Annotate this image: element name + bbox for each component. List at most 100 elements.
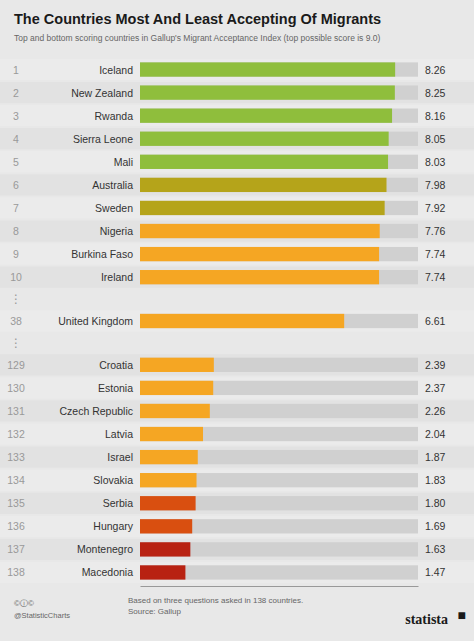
data-label: 8.25 [425,87,446,99]
bar [140,132,389,146]
data-label: 8.16 [425,110,446,122]
bar [140,178,386,192]
x-axis-line [141,586,419,587]
bar-track [140,358,418,372]
bar [140,314,344,328]
bar-track [140,450,418,464]
bar [140,427,203,441]
category-label: Iceland [99,64,133,76]
x-axis [141,586,419,587]
row-background [0,105,474,126]
data-label: 8.05 [425,133,446,145]
bar-track [140,62,418,76]
category-label: Sierra Leone [73,133,133,145]
background [0,0,474,641]
row-background [0,423,474,444]
rank-label: 133 [7,451,25,463]
rank-label: 7 [13,202,19,214]
bars [140,62,418,579]
data-label: 6.61 [425,315,446,327]
data-label: 8.03 [425,156,446,168]
rank-label: 6 [13,179,19,191]
category-label: Serbia [103,497,134,509]
category-label: Estonia [98,382,133,394]
bar-track [140,109,418,123]
data-label: 1.87 [425,451,446,463]
row-background [0,128,474,149]
row-background [0,562,474,583]
bar-track [140,270,418,284]
rank-label: 135 [7,497,25,509]
rank-label: 137 [7,543,25,555]
category-label: Croatia [99,359,133,371]
category-label: Mali [114,156,133,168]
bar [140,381,213,395]
data-label: 1.83 [425,474,446,486]
category-label: New Zealand [71,87,133,99]
rank-label: 138 [7,566,25,578]
rank-label: 2 [13,87,19,99]
category-label: Ireland [101,271,133,283]
brand: statista [405,612,448,627]
rank-label: 4 [13,133,19,145]
bar [140,224,380,238]
bar-track [140,178,418,192]
category-label: Burkina Faso [71,248,133,260]
row-background [0,354,474,375]
category-label: Montenegro [77,543,133,555]
bar [140,519,192,533]
rank-label: 3 [13,110,19,122]
bar-track [140,519,418,533]
bar [140,358,214,372]
bar-track [140,224,418,238]
bar-track [140,201,418,215]
bar [140,496,196,510]
data-label: 2.37 [425,382,446,394]
rank-label: 130 [7,382,25,394]
bar-track [140,427,418,441]
rank-label: 5 [13,156,19,168]
bar [140,542,190,556]
bar-track [140,155,418,169]
bar [140,201,385,215]
bar-track [140,496,418,510]
row-background [0,59,474,80]
data-label: 2.39 [425,359,446,371]
category-label: Sweden [95,202,133,214]
rank-label: 132 [7,428,25,440]
data-label: 7.76 [425,225,446,237]
row-background [0,267,474,288]
subtitle: Top and bottom scoring countries in Gall… [14,33,381,43]
bar-track [140,247,418,261]
labels: 1Iceland8.262New Zealand8.253Rwanda8.164… [7,64,445,579]
license-icons: ©ⓘ© [14,599,34,608]
row-background [0,539,474,560]
category-label: Rwanda [94,110,133,122]
category-label: Macedonia [82,566,134,578]
bar-track [140,132,418,146]
data-label: 1.69 [425,520,446,532]
rank-label: 134 [7,474,25,486]
bar [140,450,198,464]
bar [140,473,197,487]
bar [140,109,392,123]
bar-track [140,565,418,579]
category-label: Nigeria [100,225,133,237]
bar [140,565,185,579]
bar-track [140,381,418,395]
category-label: Latvia [105,428,133,440]
row-background [0,243,474,264]
data-label: 1.47 [425,566,446,578]
rank-label: 131 [7,405,25,417]
bar-track [140,85,418,99]
category-label: Czech Republic [59,405,133,417]
rank-label: 8 [13,225,19,237]
bar [140,85,395,99]
row-background [0,310,474,331]
row-background [0,377,474,398]
row-background [0,470,474,491]
data-label: 2.26 [425,405,446,417]
bar [140,404,210,418]
bar [140,155,388,169]
bar [140,62,395,76]
